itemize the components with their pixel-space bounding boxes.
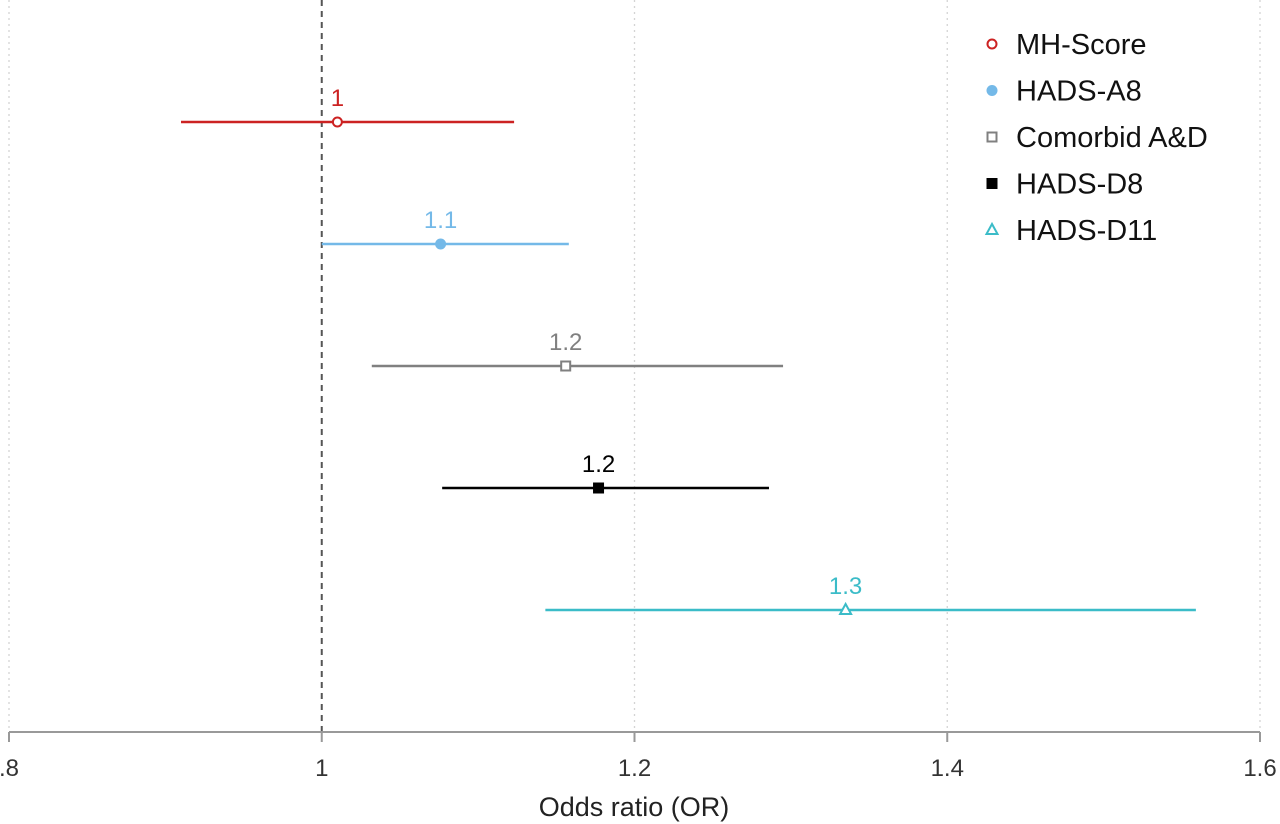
series-row: 1 [181,85,515,128]
x-axis-label: Odds ratio (OR) [539,792,730,822]
point-marker [986,85,998,96]
legend-item: HADS-D11 [984,215,1157,247]
series-marks: 1 1.1 1.2 1.2 1.3 [181,85,1196,615]
point-marker [986,178,998,189]
series-row: 1.3 [545,573,1196,615]
point-marker [593,482,605,494]
point-marker [984,221,1000,235]
data-label: 1.2 [549,329,582,356]
legend-label: Comorbid A&D [1016,122,1208,154]
point-marker [331,116,343,128]
x-axis: .8 1 1.2 1.4 1.6 [0,731,1277,782]
legend-item: HADS-A8 [986,76,1142,108]
point-marker [986,38,998,50]
legend-label: HADS-D11 [1016,215,1157,247]
point-marker [560,360,572,372]
legend-item: HADS-D8 [986,169,1143,201]
point-marker [986,131,998,143]
data-label: 1.2 [582,451,615,478]
series-row: 1.1 [321,207,569,250]
legend-label: HADS-A8 [1016,76,1142,108]
x-tick-label: 1.6 [1243,755,1276,782]
legend-label: HADS-D8 [1016,169,1143,201]
point-marker [838,601,853,615]
legend-item: Comorbid A&D [986,122,1208,154]
x-tick-label: 1 [315,755,328,782]
x-tick-label: 1.4 [931,755,964,782]
legend: MH-Score HADS-A8 Comorbid A&D HADS-D8 HADS-D… [984,29,1208,247]
data-label: 1.1 [424,207,457,234]
series-row: 1.2 [442,451,769,494]
x-tick-label: .8 [0,755,19,782]
x-tick-label: 1.2 [618,755,651,782]
data-label: 1.3 [829,573,862,600]
series-row: 1.2 [371,329,784,372]
data-label: 1 [331,85,344,112]
legend-item: MH-Score [986,29,1147,61]
point-marker [435,238,447,250]
legend-label: MH-Score [1016,29,1147,61]
